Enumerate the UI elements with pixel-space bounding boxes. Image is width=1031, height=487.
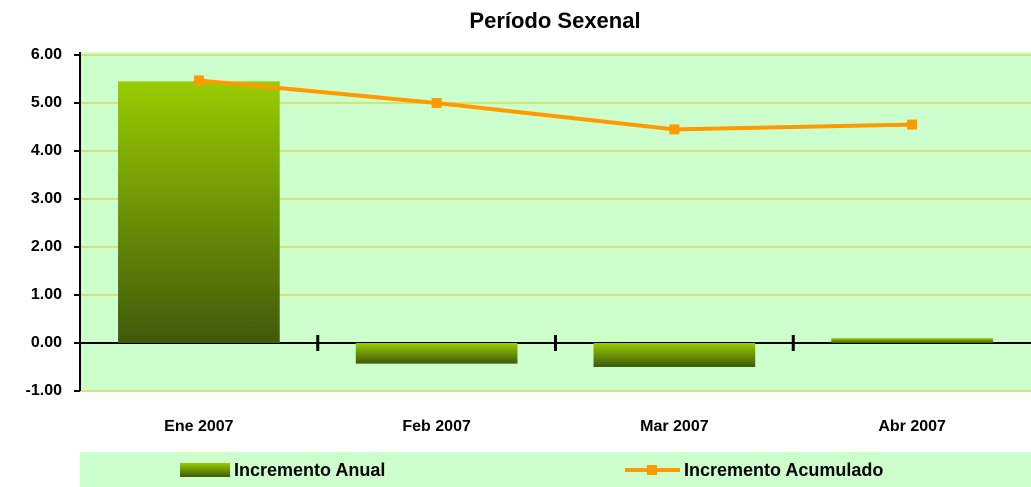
legend-box xyxy=(80,452,1031,487)
legend-label: Incremento Acumulado xyxy=(684,460,883,480)
bar xyxy=(118,81,280,344)
y-tick-label: 0.00 xyxy=(31,334,62,351)
bar xyxy=(593,343,756,367)
legend-label: Incremento Anual xyxy=(234,460,385,480)
line-marker xyxy=(193,75,204,86)
line-marker xyxy=(669,124,680,135)
bar xyxy=(355,343,518,364)
y-tick-label: -1.00 xyxy=(26,382,63,399)
x-tick-label: Mar 2007 xyxy=(640,418,709,435)
x-tick-label: Ene 2007 xyxy=(164,418,233,435)
legend-swatch xyxy=(180,463,230,477)
y-tick-label: 4.00 xyxy=(31,142,62,159)
line-marker xyxy=(431,98,442,108)
line xyxy=(198,78,913,132)
y-tick-label: 5.00 xyxy=(31,94,62,111)
y-tick-label: 2.00 xyxy=(31,238,62,255)
y-tick-label: 1.00 xyxy=(31,286,62,303)
y-tick-label: 3.00 xyxy=(31,190,62,207)
x-tick-label: Abr 2007 xyxy=(878,418,946,435)
legend-marker xyxy=(647,465,657,475)
x-tick-label: Feb 2007 xyxy=(402,418,471,435)
chart-title: Período Sexenal xyxy=(469,8,640,33)
bar xyxy=(831,338,993,343)
y-tick-label: 6.00 xyxy=(31,46,62,63)
line-marker xyxy=(907,119,918,130)
